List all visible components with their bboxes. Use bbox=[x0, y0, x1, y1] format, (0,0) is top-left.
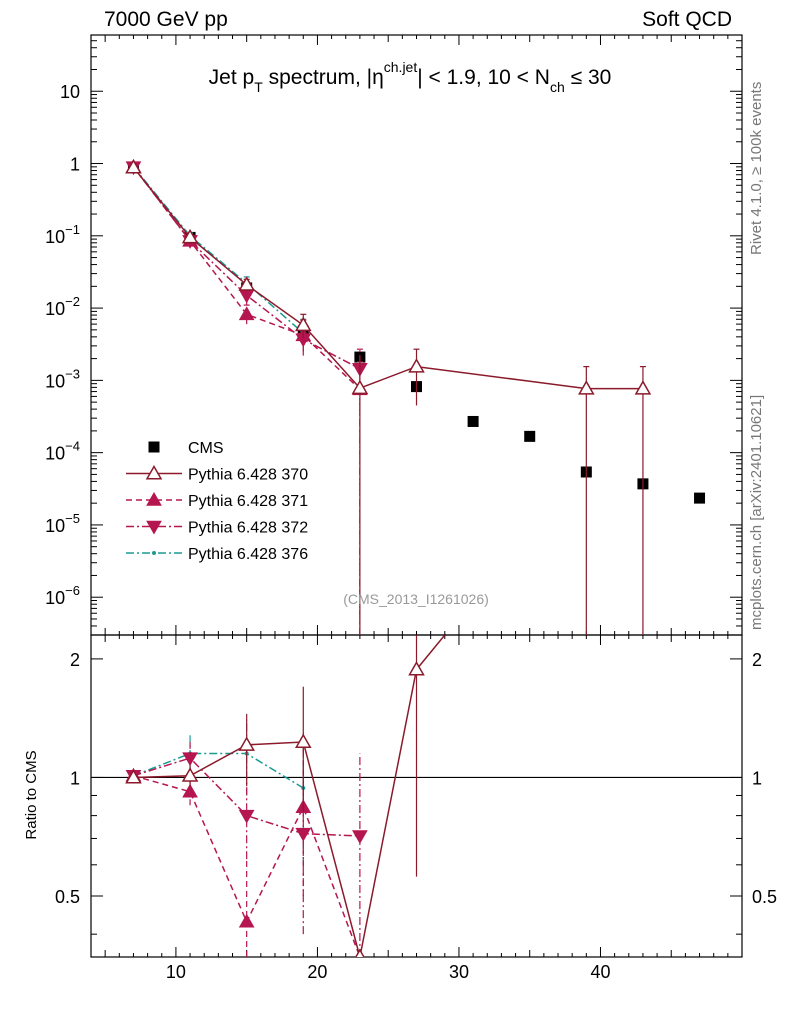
cms-data-point bbox=[467, 415, 479, 427]
legend-label: Pythia 6.428 371 bbox=[188, 493, 308, 510]
legend-label: Pythia 6.428 370 bbox=[188, 467, 308, 484]
mc-point-p371 bbox=[238, 306, 255, 321]
legend-label: CMS bbox=[188, 440, 224, 457]
legend-label: Pythia 6.428 376 bbox=[188, 546, 308, 563]
legend-marker bbox=[152, 551, 156, 555]
cms-data-point bbox=[524, 430, 536, 442]
ratio-point-p370 bbox=[408, 660, 425, 676]
legend-marker bbox=[146, 491, 162, 506]
mc-point-p372 bbox=[238, 289, 255, 304]
legend-entry-p370: Pythia 6.428 370 bbox=[126, 464, 308, 484]
analysis-watermark: (CMS_2013_I1261026) bbox=[343, 591, 489, 607]
main-panel-data bbox=[125, 158, 706, 635]
ratio-y-tick-label-right: 2 bbox=[752, 650, 762, 670]
y-tick-label: 1 bbox=[70, 155, 80, 175]
mc-line-p370 bbox=[132, 167, 643, 390]
ratio-point-p371 bbox=[238, 913, 255, 928]
mc-point-p370 bbox=[294, 316, 312, 332]
chart-title: Jet pT spectrum, |ηch.jet| < 1.9, 10 < N… bbox=[209, 59, 612, 95]
legend-marker bbox=[146, 520, 162, 535]
ratio-point-p370 bbox=[181, 767, 199, 782]
ratio-point-p370 bbox=[294, 733, 312, 749]
legend-entry-p372: Pythia 6.428 372 bbox=[126, 520, 308, 537]
y-tick-label: 10−5 bbox=[45, 511, 80, 536]
y-tick-label: 10−4 bbox=[45, 439, 80, 464]
main-plot-frame bbox=[90, 34, 743, 636]
ratio-point-p370 bbox=[355, 948, 365, 957]
header-left-label: 7000 GeV pp bbox=[104, 8, 228, 31]
mc-point-p370 bbox=[125, 159, 142, 174]
y-tick-label: 10−2 bbox=[45, 294, 80, 319]
ratio-point-p370 bbox=[238, 736, 255, 751]
y-tick-label: 10−6 bbox=[45, 583, 80, 608]
ratio-point-p370 bbox=[125, 768, 142, 784]
y-tick-label: 10−1 bbox=[45, 222, 80, 247]
legend-entry-p376: Pythia 6.428 376 bbox=[126, 546, 308, 563]
ratio-point-p372 bbox=[352, 830, 368, 845]
mc-point-p370 bbox=[181, 228, 199, 244]
legend-cms-marker bbox=[148, 441, 160, 453]
ratio-line-p370 bbox=[133, 635, 446, 957]
x-tick-label: 30 bbox=[449, 962, 469, 982]
mc-line-p372 bbox=[132, 166, 361, 370]
mc-line-p376 bbox=[132, 166, 304, 334]
x-tick-label: 40 bbox=[590, 962, 610, 982]
mc-point-p370 bbox=[634, 380, 652, 395]
ratio-panel-data bbox=[125, 635, 446, 957]
ratio-y-tick-label-left: 2 bbox=[70, 650, 80, 670]
ratio-y-tick-label-left: 1 bbox=[70, 768, 80, 788]
ratio-y-axis-label: Ratio to CMS bbox=[23, 750, 40, 839]
mc-point-p370 bbox=[238, 276, 255, 291]
x-tick-label: 20 bbox=[307, 962, 327, 982]
cms-data-point bbox=[694, 492, 706, 504]
y-tick-label: 10−3 bbox=[45, 366, 80, 391]
legend-entry-p371: Pythia 6.428 371 bbox=[126, 491, 308, 510]
mc-point-p370 bbox=[351, 379, 369, 395]
ratio-point-p371 bbox=[182, 783, 198, 798]
mc-point-p370 bbox=[408, 358, 425, 373]
ratio-y-tick-label-right: 1 bbox=[752, 768, 762, 788]
ratio-point-p372 bbox=[182, 752, 198, 767]
legend-label: Pythia 6.428 372 bbox=[188, 520, 308, 537]
header-right-label: Soft QCD bbox=[642, 8, 732, 31]
x-tick-label: 10 bbox=[166, 962, 186, 982]
ratio-point-p372 bbox=[238, 809, 255, 824]
ratio-y-tick-label-left: 0.5 bbox=[55, 887, 80, 907]
mc-point-p370 bbox=[578, 380, 595, 395]
ratio-line-p376 bbox=[133, 752, 304, 789]
legend-marker bbox=[145, 464, 163, 480]
y-tick-label: 10 bbox=[60, 82, 80, 102]
ratio-y-tick-label-right: 0.5 bbox=[752, 887, 777, 907]
legend-entry-cms: CMS bbox=[148, 440, 224, 457]
